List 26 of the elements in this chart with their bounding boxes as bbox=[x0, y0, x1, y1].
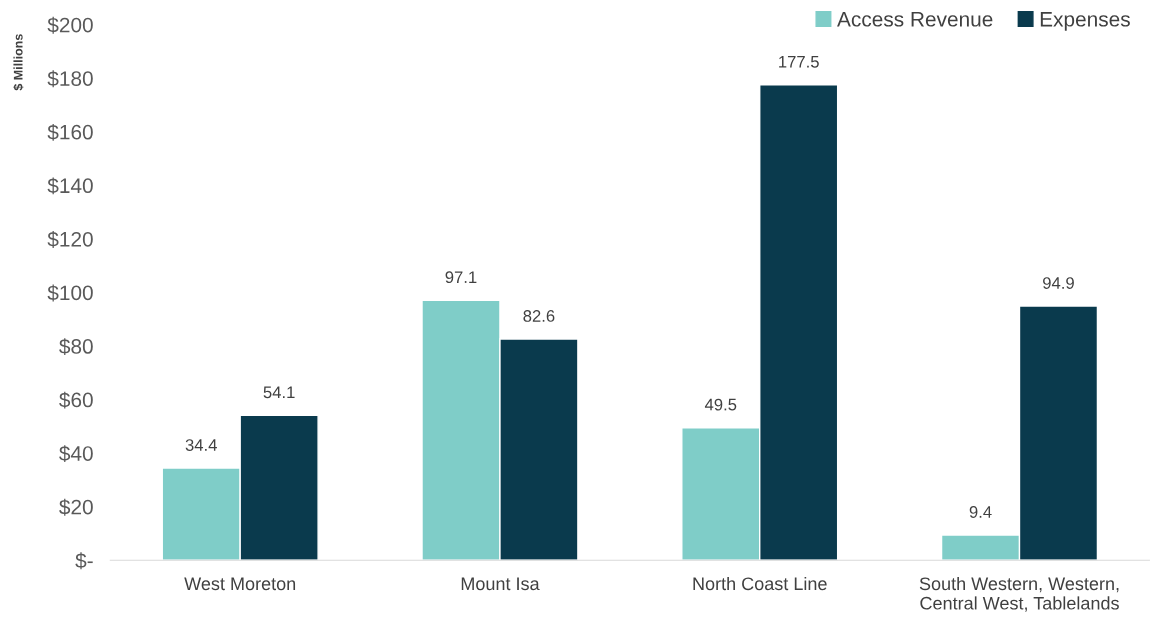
data-label: 82.6 bbox=[523, 310, 555, 322]
y-tick-label: $60 bbox=[59, 391, 93, 409]
y-tick-label: $80 bbox=[59, 338, 93, 356]
data-label: 94.9 bbox=[1043, 277, 1074, 289]
y-tick-label: $160 bbox=[47, 123, 93, 141]
legend-label: Expenses bbox=[1040, 12, 1130, 31]
data-label: 177.5 bbox=[779, 56, 819, 68]
x-tick-label: Mount Isa bbox=[461, 577, 540, 591]
data-label: 49.5 bbox=[704, 398, 737, 411]
y-tick-label: $120 bbox=[47, 231, 93, 248]
data-label: 54.1 bbox=[263, 386, 295, 399]
data-label: 97.1 bbox=[445, 271, 477, 284]
x-tick-label: North Coast Line bbox=[693, 576, 827, 591]
x-tick-label: West Moreton bbox=[184, 577, 296, 591]
x-tick-label: South Western, Western, Central West, Tablelands bbox=[919, 576, 1119, 612]
y-tick-label: $200 bbox=[47, 16, 93, 34]
y-tick-label: $180 bbox=[47, 70, 93, 88]
y-tick-label: $40 bbox=[59, 445, 93, 463]
y-tick-label: $140 bbox=[47, 177, 93, 195]
y-tick-label: $100 bbox=[47, 284, 93, 302]
y-tick-label: $- bbox=[75, 552, 93, 570]
data-label: 34.4 bbox=[185, 439, 217, 451]
y-axis-title: $ Millions bbox=[13, 34, 24, 91]
y-tick-label: $20 bbox=[59, 498, 93, 516]
data-label: 9.4 bbox=[969, 506, 992, 518]
legend-label: Access Revenue bbox=[837, 12, 993, 27]
